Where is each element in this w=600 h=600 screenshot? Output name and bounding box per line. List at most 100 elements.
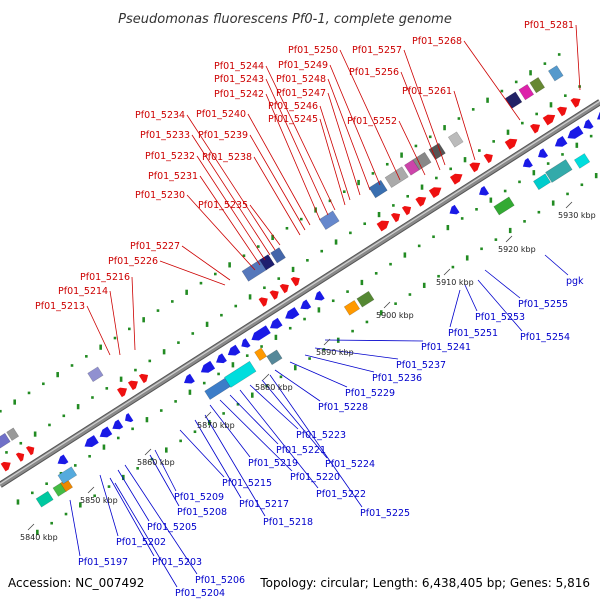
forward-gene-label[interactable]: Pf01_5216 [80,272,130,283]
reverse-gene-label[interactable]: Pf01_5202 [116,537,166,548]
tick-dot [371,172,375,175]
reverse-gene-label[interactable]: Pf01_5219 [248,458,298,469]
forward-gene-arrow [258,297,268,307]
feature-box [259,254,275,271]
forward-gene-label[interactable]: Pf01_5227 [130,241,180,252]
tick-dot [521,121,524,125]
map-title: Pseudomonas fluorescens Pf0-1, complete … [118,12,452,27]
forward-gene-label[interactable]: Pf01_5268 [412,36,462,47]
forward-gene-label[interactable]: Pf01_5281 [524,20,574,31]
tick-dot [113,336,117,340]
tick-dot [543,62,547,65]
reverse-gene-label[interactable]: pgk [566,276,584,287]
forward-gene-label[interactable]: Pf01_5257 [352,45,402,56]
forward-gene-label[interactable]: Pf01_5261 [402,86,452,97]
forward-gene-label[interactable]: Pf01_5247 [276,88,326,99]
reverse-gene-label[interactable]: Pf01_5215 [222,478,272,489]
reverse-gene-label[interactable]: Pf01_5228 [318,402,368,413]
tick-dot [377,211,381,218]
forward-gene-label[interactable]: Pf01_5240 [196,109,246,120]
reverse-gene-label[interactable]: Pf01_5205 [147,522,197,533]
forward-gene-label[interactable]: Pf01_5245 [268,114,318,125]
reverse-leader-line [324,339,424,342]
forward-gene-label[interactable]: Pf01_5256 [349,67,399,78]
reverse-gene-label[interactable]: Pf01_5208 [177,507,227,518]
reverse-gene-label[interactable]: Pf01_5218 [263,517,313,528]
reverse-gene-label[interactable]: Pf01_5217 [239,499,289,510]
tick-dot [279,375,283,379]
tick-dot [250,392,254,398]
forward-gene-label[interactable]: Pf01_5238 [202,152,252,163]
forward-gene-label[interactable]: Pf01_5244 [214,61,264,72]
reverse-leader-line [229,394,279,445]
scale-tick-label: 5900 kbp [376,311,414,320]
reverse-gene-label[interactable]: Pf01_5206 [195,575,245,586]
tick-dot [159,409,163,412]
forward-gene-arrow [542,114,556,126]
reverse-gene-label[interactable]: Pf01_5220 [290,472,340,483]
reverse-gene-label[interactable]: Pf01_5229 [345,388,395,399]
scale-ticks: 5840 kbp 5850 kbp 5860 kbp 5870 kbp 5880 kbp… [20,201,596,542]
reverse-gene-label[interactable]: Pf01_5237 [396,360,446,371]
scale-tick-label: 5850 kbp [80,496,118,505]
reverse-gene-label[interactable]: Pf01_5241 [421,342,471,353]
tick-dot [145,417,149,423]
forward-gene-label[interactable]: Pf01_5234 [135,110,185,121]
reverse-leader-line [239,389,319,489]
reverse-gene-label[interactable]: Pf01_5224 [325,459,375,470]
forward-gene-label[interactable]: Pf01_5231 [148,171,198,182]
tick-dot [220,313,223,317]
forward-gene-label[interactable]: Pf01_5249 [278,60,328,71]
forward-leader-line [109,290,121,356]
feature-box [505,91,523,109]
reverse-gene-label[interactable]: Pf01_5209 [174,492,224,503]
reverse-leader-line [219,399,293,472]
forward-gene-label[interactable]: Pf01_5232 [145,151,195,162]
tick-dot [136,467,139,470]
reverse-gene-label[interactable]: Pf01_5223 [296,430,346,441]
forward-gene-label[interactable]: Pf01_5248 [276,74,326,85]
reverse-gene-label[interactable]: Pf01_5255 [518,299,568,310]
reverse-gene-arrow [269,317,283,329]
reverse-gene-label[interactable]: Pf01_5221 [276,445,326,456]
tick-dot [435,176,438,180]
forward-gene-label[interactable]: Pf01_5243 [214,74,264,85]
feature-box [254,347,267,361]
reverse-gene-label[interactable]: Pf01_5254 [520,332,570,343]
forward-gene-label[interactable]: Pf01_5214 [58,286,108,297]
forward-gene-label[interactable]: Pf01_5250 [288,45,338,56]
reverse-leader-line [179,429,225,478]
reverse-gene-label[interactable]: Pf01_5253 [475,312,525,323]
tick-dot [31,491,34,495]
reverse-gene-label[interactable]: Pf01_5204 [175,588,225,599]
forward-gene-label[interactable]: Pf01_5246 [268,101,318,112]
tick-dot [27,391,31,395]
forward-gene-label[interactable]: Pf01_5213 [35,301,85,312]
forward-gene-label[interactable]: Pf01_5230 [135,190,185,201]
reverse-gene-arrow [522,158,533,168]
genome-summary-text: Topology: circular; Length: 6,438,405 bp… [259,576,590,590]
forward-gene-label[interactable]: Pf01_5252 [347,116,397,127]
tick-dot [256,245,260,248]
tick-dot [564,94,567,97]
scale-tick-mark [204,411,212,419]
reverse-gene-label[interactable]: Pf01_5251 [448,328,498,339]
reverse-gene-label[interactable]: Pf01_5222 [316,489,366,500]
forward-gene-label[interactable]: Pf01_5235 [198,200,248,211]
forward-gene-label[interactable]: Pf01_5239 [198,130,248,141]
tick-dot [414,144,418,148]
tick-dot [508,227,512,234]
reverse-gene-arrow [597,110,600,120]
reverse-leader-line [149,454,180,507]
feature-box [518,84,535,101]
reverse-gene-label[interactable]: Pf01_5197 [78,557,128,568]
forward-gene-label[interactable]: Pf01_5242 [214,89,264,100]
tick-dot [514,80,518,84]
scale-tick-mark [323,338,331,346]
reverse-gene-label[interactable]: Pf01_5203 [152,557,202,568]
forward-gene-label[interactable]: Pf01_5226 [108,256,158,267]
reverse-gene-label[interactable]: Pf01_5225 [360,508,410,519]
tick-dot [351,329,354,333]
reverse-gene-label[interactable]: Pf01_5236 [372,373,422,384]
forward-gene-label[interactable]: Pf01_5233 [140,130,190,141]
